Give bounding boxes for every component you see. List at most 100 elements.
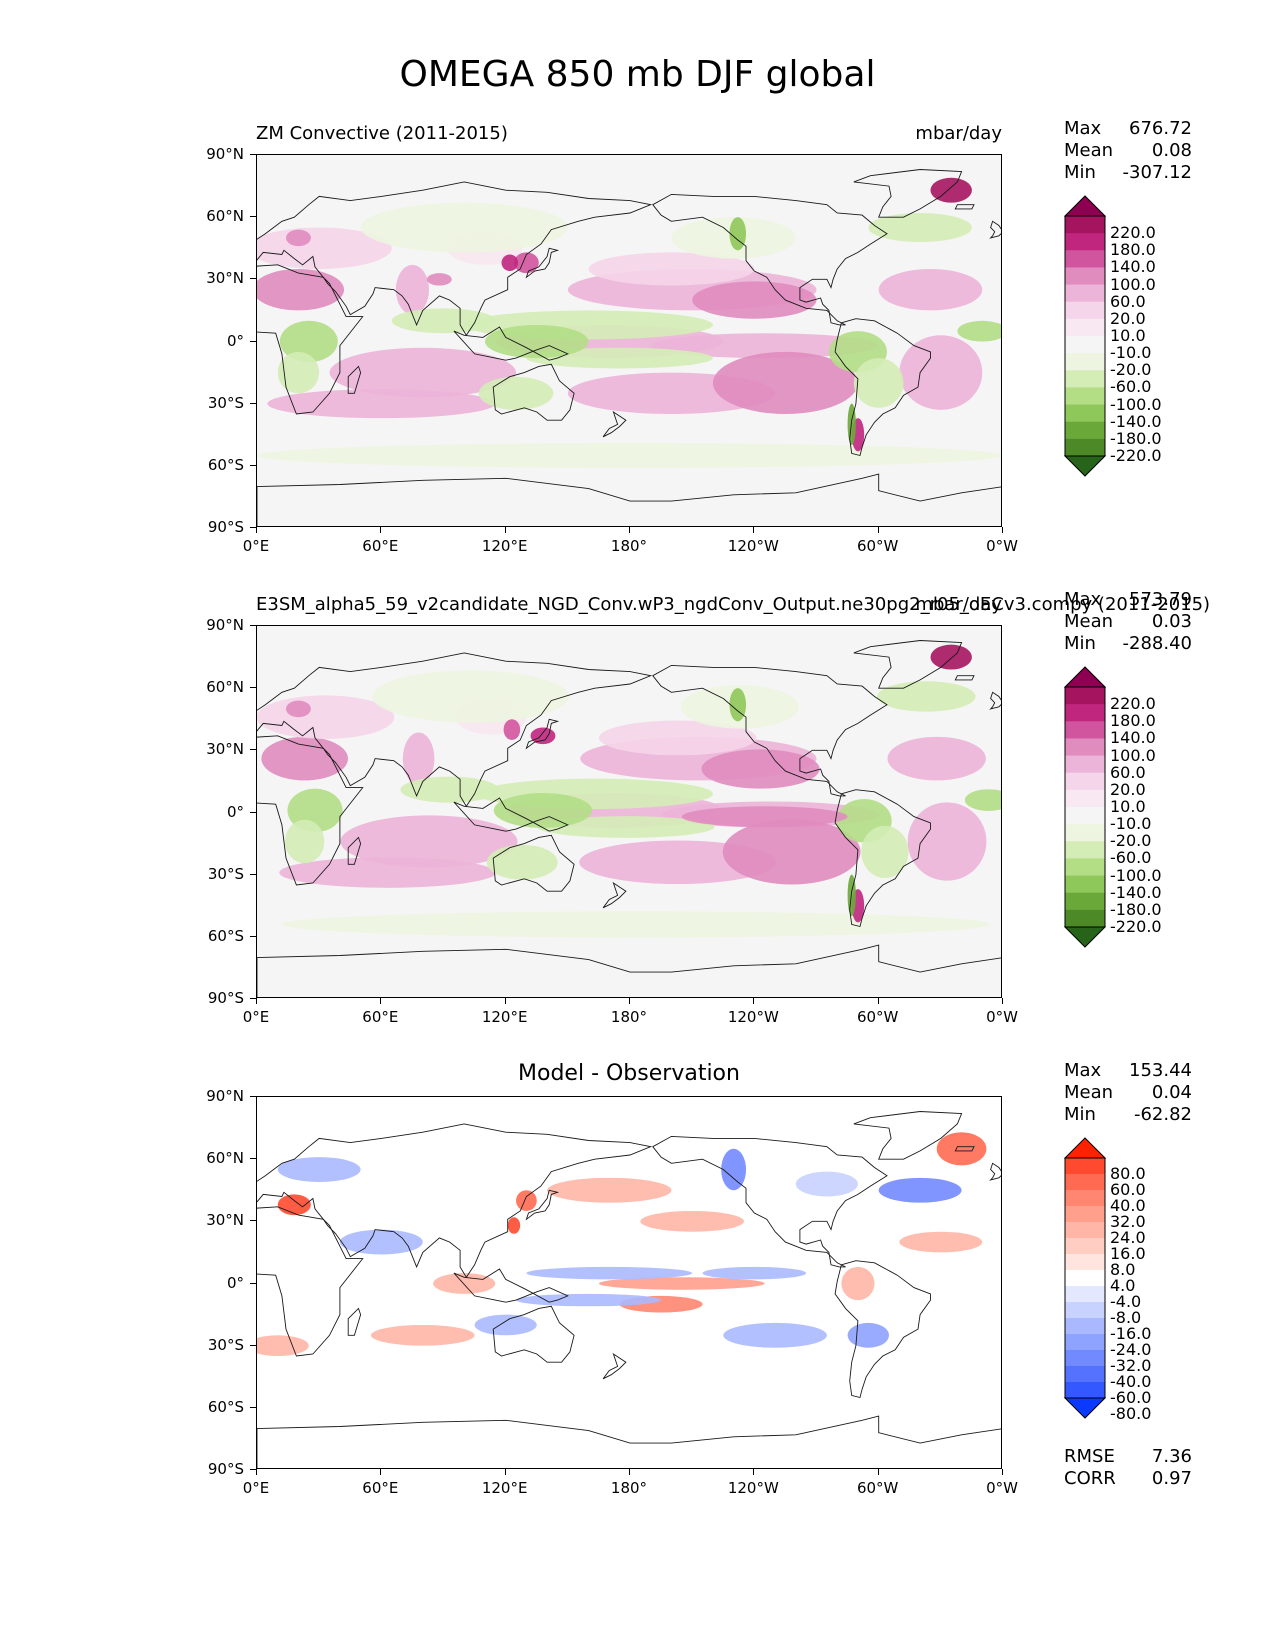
test-colorbar-tick-label: -220.0 <box>1110 446 1162 465</box>
reference-coastline-iceland <box>954 675 975 681</box>
test-xtick-label: 0°E <box>242 537 270 555</box>
difference-stat-label: Min <box>1064 1104 1096 1125</box>
test-xtick-mark <box>380 527 382 533</box>
reference-coastline-japan <box>525 718 560 750</box>
difference-contour-region <box>598 1277 765 1290</box>
difference-xtick-mark <box>753 1469 755 1475</box>
reference-xtick-mark <box>380 998 382 1004</box>
difference-coastline-namerica <box>652 1135 888 1268</box>
difference-colorbar-bin <box>1065 1190 1105 1207</box>
test-xtick-mark <box>1002 527 1003 533</box>
difference-coastline-antarctica <box>257 1415 1001 1468</box>
reference-stat-label: Min <box>1064 633 1096 654</box>
test-colorbar-tick-label: 100.0 <box>1110 274 1156 294</box>
difference-stat-value: -62.82 <box>1133 1104 1192 1125</box>
reference-coastline-africa <box>257 735 364 886</box>
reference-colorbar-tick-label: 220.0 <box>1110 694 1156 714</box>
test-contour-region <box>650 333 879 359</box>
reference-stat-mean: Mean 0.03 <box>1064 611 1192 633</box>
difference-colorbar-bin <box>1065 1318 1105 1335</box>
test-ytick-label: 60°N <box>206 207 244 226</box>
difference-ytick-label: 90°N <box>206 1087 244 1105</box>
reference-colorbar-tick-label: -180.0 <box>1110 899 1162 919</box>
reference-colorbar-bin <box>1065 892 1105 911</box>
reference-contour-region <box>284 819 325 864</box>
difference-colorbar-tick-label: -4.0 <box>1110 1292 1142 1311</box>
difference-coastline-africa <box>257 1206 364 1357</box>
reference-xtick-label: 60°W <box>856 1008 899 1026</box>
difference-contour-region <box>795 1171 858 1197</box>
test-stat-label: Mean <box>1064 140 1114 161</box>
reference-contour-region <box>493 793 593 828</box>
test-coastline-eurasia <box>257 181 653 337</box>
reference-coastline-greenland <box>853 640 963 689</box>
reference-colorbar-bin <box>1065 841 1105 859</box>
test-ytick-mark <box>250 154 256 155</box>
reference-contour-region <box>701 749 820 789</box>
test-xtick-mark <box>629 527 630 533</box>
difference-coastline-uk <box>989 1162 1001 1181</box>
difference-stat-value: 0.04 <box>1151 1082 1192 1103</box>
difference-stat-label: CORR <box>1064 1468 1116 1489</box>
test-contour-region <box>868 213 972 243</box>
difference-colorbar-extend-top <box>1063 1137 1107 1159</box>
test-contour-region <box>853 358 904 408</box>
test-stat-value: 0.08 <box>1151 140 1192 161</box>
reference-colorbar-bin <box>1065 738 1105 757</box>
reference-contour-field <box>257 644 1001 938</box>
reference-contour-region <box>877 681 976 712</box>
difference-colorbar-tick-label: 8.0 <box>1110 1260 1136 1279</box>
difference-ytick-mark <box>250 1096 256 1097</box>
test-coastline-namerica <box>652 193 888 326</box>
reference-colorbar-extend-bottom <box>1063 926 1107 948</box>
difference-colorbar-bin <box>1065 1238 1105 1255</box>
reference-colorbar-bin <box>1065 789 1105 808</box>
test-contour-region <box>899 335 983 410</box>
test-ytick-label: 60°S <box>207 455 244 474</box>
difference-ytick-mark <box>250 1220 256 1222</box>
difference-xtick-mark <box>504 1469 506 1475</box>
test-ytick-mark <box>250 464 256 466</box>
difference-stat-max: Max 153.44 <box>1064 1060 1192 1082</box>
reference-coastline-nz <box>602 881 627 909</box>
test-coastline-japan <box>525 247 560 279</box>
reference-ytick-label: 90°S <box>207 989 244 1007</box>
difference-colorbar-bin <box>1065 1254 1105 1271</box>
difference-stat-label: Mean <box>1064 1082 1114 1103</box>
test-xtick-mark <box>504 527 506 533</box>
test-coastline-madagascar <box>347 365 362 394</box>
difference-coastline-madagascar <box>347 1307 362 1336</box>
test-colorbar-tick-label: 220.0 <box>1110 223 1156 243</box>
test-coastline-iceland <box>954 204 975 210</box>
reference-units: mbar/day <box>915 594 1002 615</box>
test-contour-region <box>712 351 858 415</box>
reference-contour-region <box>907 802 987 881</box>
difference-coastline-australia <box>492 1305 575 1363</box>
test-ytick-label: 0° <box>226 331 244 350</box>
difference-contour-region <box>723 1322 827 1348</box>
reference-coastline-namerica <box>652 664 888 797</box>
reference-contour-region <box>286 700 311 718</box>
difference-contour-region <box>516 1190 537 1211</box>
test-contour-region <box>391 308 496 334</box>
reference-ytick-mark <box>250 873 256 875</box>
test-xtick-label: 0°W <box>986 537 1018 555</box>
difference-contour-region <box>433 1273 496 1294</box>
difference-ytick-label: 60°S <box>207 1397 244 1416</box>
test-colorbar-tick-label: 10.0 <box>1110 326 1146 345</box>
test-colorbar-tick-label: -20.0 <box>1110 360 1152 380</box>
reference-xtick-label: 180° <box>610 1008 648 1026</box>
difference-stat-value: 7.36 <box>1151 1446 1192 1467</box>
difference-coastline-iceland <box>954 1146 975 1152</box>
test-colorbar-svg <box>1063 195 1107 477</box>
reference-colorbar-svg <box>1063 666 1107 948</box>
reference-colorbar-bin <box>1065 721 1105 739</box>
test-colorbar-bin <box>1065 370 1105 388</box>
reference-coastline-samerica <box>834 789 931 928</box>
difference-contour-region <box>526 1266 693 1280</box>
reference-map <box>256 625 1002 998</box>
difference-colorbar-tick-label: -8.0 <box>1110 1308 1142 1327</box>
difference-colorbar-bin <box>1065 1206 1105 1223</box>
test-stat-min: Min -307.12 <box>1064 162 1192 184</box>
reference-xtick-label: 60°E <box>362 1008 399 1026</box>
